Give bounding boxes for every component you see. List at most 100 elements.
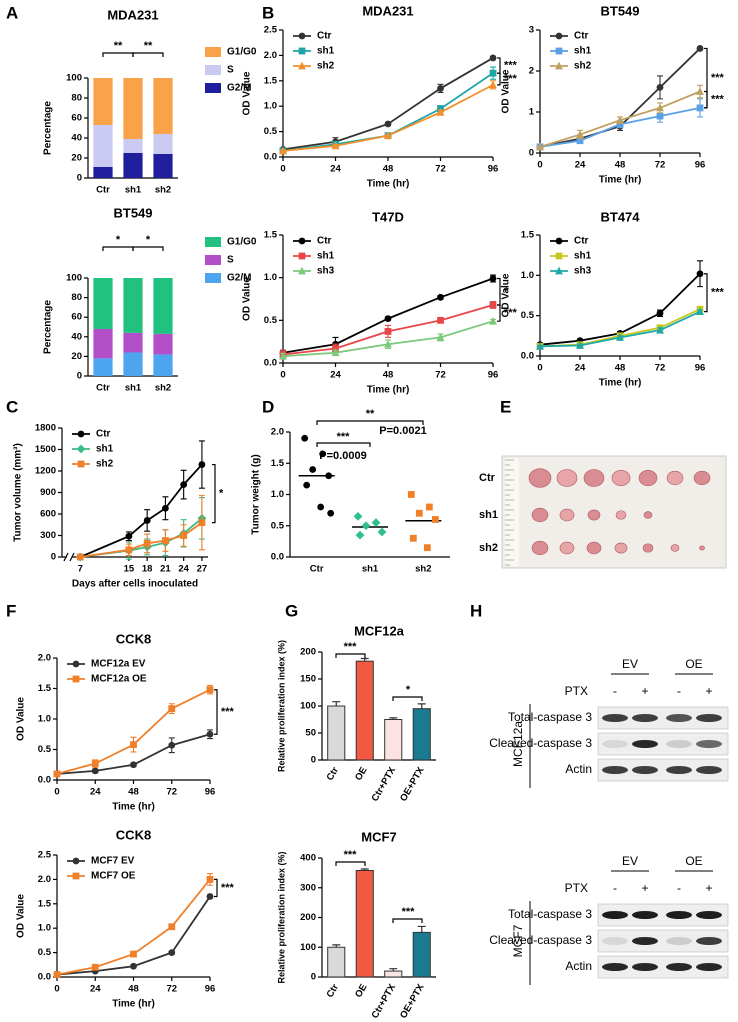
y-tick-label: 1	[529, 107, 535, 118]
bar	[355, 869, 374, 978]
legend-label: sh1	[96, 444, 114, 455]
marker	[377, 527, 387, 537]
y-tick-label: 80	[71, 93, 82, 104]
y-tick-label: 60	[71, 113, 82, 124]
legend-label: sh1	[317, 251, 335, 262]
annotation: **	[144, 40, 153, 52]
cell-line-label: MCF7	[511, 924, 525, 957]
y-tick-label: 300	[300, 882, 316, 893]
y-tick-label: 2.5	[38, 850, 52, 861]
y-tick-label: 3	[529, 25, 534, 36]
bar-segment	[93, 358, 113, 376]
sig-bracket	[392, 918, 423, 923]
y-tick-label: 100	[66, 73, 82, 84]
marker	[355, 530, 365, 540]
treatment-sign: -	[613, 881, 617, 895]
legend-swatch	[205, 237, 221, 247]
tumor	[528, 468, 552, 488]
annotation: *	[406, 684, 411, 696]
group-label: OE	[685, 657, 702, 671]
marker	[489, 275, 497, 282]
panel-label: H	[470, 601, 482, 620]
x-tick-label: OE	[353, 765, 369, 782]
legend-label: Ctr	[317, 236, 332, 247]
tumor	[670, 544, 680, 552]
x-tick-label: sh2	[415, 564, 431, 575]
bar-segment	[153, 333, 173, 355]
marker	[371, 518, 381, 528]
legend-label: MCF12a OE	[91, 674, 147, 685]
axis-break-gap	[67, 553, 72, 561]
group-label: EV	[622, 854, 638, 868]
y-axis-label: OD Value	[501, 69, 512, 113]
y-tick-label: 1500	[35, 444, 56, 455]
legend-marker	[298, 47, 306, 55]
error-bar	[389, 968, 398, 972]
legend-label: Ctr	[574, 31, 589, 42]
marker	[407, 491, 415, 498]
y-tick-label: 100	[66, 273, 82, 284]
marker	[130, 761, 137, 769]
legend-label: MCF7 EV	[91, 856, 135, 867]
x-tick-label: 24	[330, 164, 341, 175]
y-tick-label: 1.0	[264, 101, 277, 112]
blot-band	[602, 963, 628, 971]
marker	[168, 923, 176, 931]
bar-segment	[153, 134, 173, 154]
x-tick-label: 24	[90, 984, 101, 995]
y-tick-label: 0.5	[38, 744, 52, 755]
annotation: **	[366, 408, 375, 420]
x-tick-label: sh1	[362, 564, 379, 575]
marker	[656, 84, 664, 91]
y-tick-label: 1800	[35, 423, 56, 434]
bar-segment	[123, 278, 143, 333]
y-tick-label: 1.5	[521, 230, 535, 241]
y-tick-label: 1.5	[264, 230, 278, 241]
marker	[489, 69, 497, 77]
bar	[327, 946, 346, 978]
marker	[76, 553, 84, 561]
blot-band	[696, 963, 722, 971]
x-tick-label: OE	[353, 982, 369, 999]
marker	[325, 472, 333, 480]
blot-band	[696, 714, 722, 722]
x-axis-label: Time (hr)	[367, 179, 410, 190]
chart-title: MDA231	[362, 3, 413, 18]
blot-strip	[597, 732, 729, 756]
tumor	[643, 511, 653, 519]
y-tick-label: 0	[311, 755, 316, 766]
chart-title: MDA231	[107, 7, 158, 22]
y-tick-label: 50	[305, 728, 316, 739]
x-tick-label: 96	[488, 164, 499, 175]
marker	[431, 516, 439, 523]
legend-label: sh2	[96, 459, 114, 470]
error-bar	[360, 868, 369, 871]
legend-marker	[555, 266, 563, 275]
sig-bracket	[704, 90, 708, 109]
marker	[143, 517, 151, 524]
legend-marker	[77, 460, 85, 468]
tumor	[531, 540, 549, 556]
group-label: OE	[685, 854, 702, 868]
y-tick-label: 0.5	[38, 947, 52, 958]
marker	[489, 54, 497, 62]
y-tick-label: 0	[529, 148, 534, 159]
y-tick-label: 1.0	[271, 489, 284, 500]
x-tick-label: 96	[205, 984, 216, 995]
row-label: sh1	[479, 509, 498, 521]
y-tick-label: 40	[71, 133, 82, 144]
legend-marker	[298, 32, 306, 40]
treatment-sign: +	[705, 881, 712, 895]
annotation: ***	[337, 431, 351, 443]
series-line	[539, 310, 701, 348]
treatment-sign: +	[641, 881, 648, 895]
marker	[489, 80, 497, 89]
y-tick-label: 1.0	[521, 270, 534, 281]
marker	[162, 537, 169, 544]
blot-strip	[597, 903, 729, 927]
bar-segment	[153, 278, 173, 334]
bar	[384, 970, 403, 978]
annotation: **	[114, 40, 123, 52]
sig-bracket	[497, 72, 501, 86]
x-axis-label: Days after cells inoculated	[72, 579, 198, 590]
